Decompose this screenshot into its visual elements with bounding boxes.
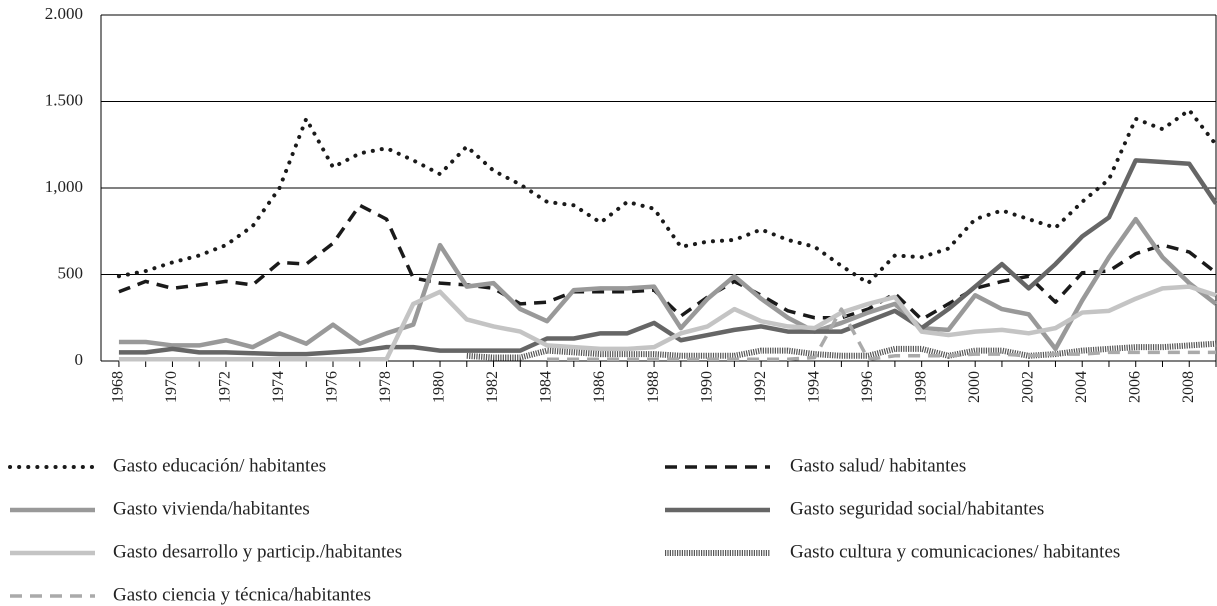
legend-label: Gasto educación/ habitantes: [113, 455, 326, 476]
x-tick-label: 1970: [163, 371, 180, 403]
x-tick-label: 2000: [966, 371, 983, 403]
x-tick-label: 2004: [1073, 371, 1090, 403]
x-tick-label: 1984: [538, 371, 555, 403]
legend-label: Gasto salud/ habitantes: [790, 455, 966, 476]
y-tick-label: 1.500: [45, 90, 83, 109]
y-tick-label: 1,000: [45, 177, 83, 196]
x-tick-label: 1990: [698, 371, 715, 403]
y-tick-label: 500: [58, 263, 84, 282]
legend-label: Gasto ciencia y técnica/habitantes: [113, 584, 371, 605]
legend-label: Gasto desarrollo y particip./habitantes: [113, 541, 402, 562]
y-tick-label: 0: [75, 350, 84, 369]
x-tick-label: 1988: [645, 371, 662, 403]
series-line: [116, 108, 1217, 286]
series-line: [118, 216, 1217, 352]
legend-label: Gasto vivienda/habitantes: [113, 498, 310, 519]
x-tick-label: 1972: [217, 371, 234, 403]
x-tick-label: 1986: [591, 371, 608, 403]
x-tick-label: 1974: [270, 371, 287, 403]
legend-label: Gasto cultura y comunicaciones/ habitant…: [790, 541, 1120, 562]
x-tick-label: 2002: [1019, 371, 1036, 403]
series-line: [118, 284, 1217, 362]
x-tick-label: 1998: [912, 371, 929, 403]
x-tick-label: 1968: [110, 371, 127, 403]
x-tick-label: 1982: [484, 371, 501, 403]
series-line: [466, 340, 1217, 361]
x-tick-label: 1994: [805, 371, 822, 403]
x-tick-label: 1978: [377, 371, 394, 403]
legend-label: Gasto seguridad social/habitantes: [790, 498, 1044, 519]
series-line: [118, 203, 1217, 322]
series-line: [547, 307, 1216, 362]
x-tick-label: 2008: [1180, 371, 1197, 403]
x-tick-label: 1992: [752, 371, 769, 403]
x-tick-label: 1976: [324, 371, 341, 403]
x-tick-label: 1996: [859, 371, 876, 403]
x-tick-label: 1980: [431, 371, 448, 403]
x-tick-label: 2006: [1126, 371, 1143, 403]
y-tick-label: 2.000: [45, 4, 83, 23]
series-line: [118, 158, 1217, 357]
